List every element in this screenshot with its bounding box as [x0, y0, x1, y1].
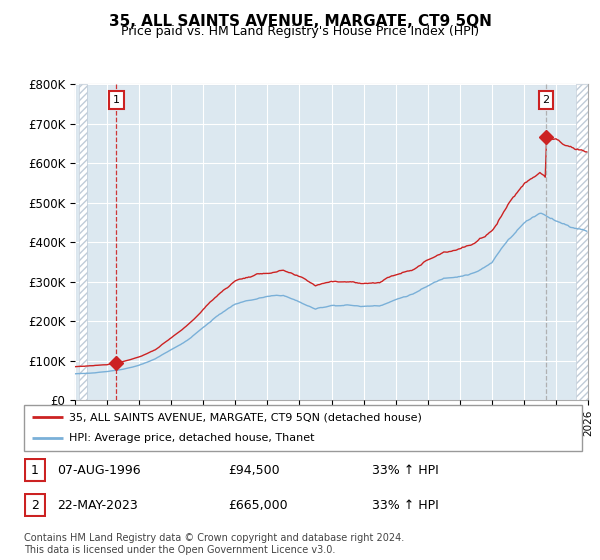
- Bar: [576, 84, 588, 400]
- Bar: [79, 84, 87, 400]
- Text: 1: 1: [113, 95, 120, 105]
- Bar: [79, 84, 87, 400]
- FancyBboxPatch shape: [24, 405, 582, 451]
- Text: 07-AUG-1996: 07-AUG-1996: [57, 464, 140, 477]
- Text: 22-MAY-2023: 22-MAY-2023: [57, 498, 138, 512]
- Text: £665,000: £665,000: [228, 498, 287, 512]
- Text: Price paid vs. HM Land Registry's House Price Index (HPI): Price paid vs. HM Land Registry's House …: [121, 25, 479, 38]
- FancyBboxPatch shape: [25, 459, 44, 482]
- Text: 1: 1: [31, 464, 39, 477]
- Text: 33% ↑ HPI: 33% ↑ HPI: [372, 464, 439, 477]
- Text: 33% ↑ HPI: 33% ↑ HPI: [372, 498, 439, 512]
- Text: £94,500: £94,500: [228, 464, 280, 477]
- Bar: [576, 84, 588, 400]
- FancyBboxPatch shape: [25, 494, 44, 516]
- Text: Contains HM Land Registry data © Crown copyright and database right 2024.
This d: Contains HM Land Registry data © Crown c…: [24, 533, 404, 555]
- Text: 2: 2: [542, 95, 550, 105]
- Text: 35, ALL SAINTS AVENUE, MARGATE, CT9 5QN: 35, ALL SAINTS AVENUE, MARGATE, CT9 5QN: [109, 14, 491, 29]
- Text: 35, ALL SAINTS AVENUE, MARGATE, CT9 5QN (detached house): 35, ALL SAINTS AVENUE, MARGATE, CT9 5QN …: [68, 412, 422, 422]
- Text: 2: 2: [31, 498, 39, 512]
- Text: HPI: Average price, detached house, Thanet: HPI: Average price, detached house, Than…: [68, 433, 314, 444]
